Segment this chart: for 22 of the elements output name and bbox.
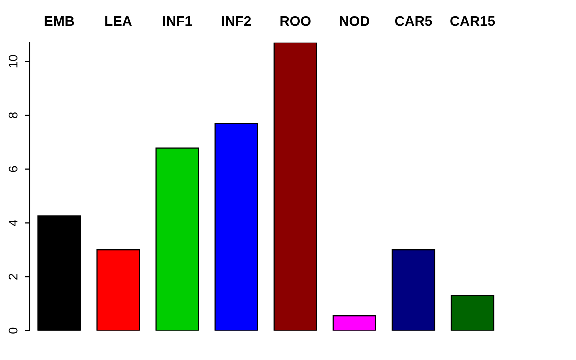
bar [38,216,82,331]
bar [392,250,436,331]
bar [274,42,318,331]
bar [156,148,200,331]
x-tick-label: ROO [280,16,311,26]
y-tick-label: 0 [8,328,18,334]
x-tick-label: CAR15 [450,16,496,26]
x-tick-label: EMB [44,16,74,26]
y-tick-label: 2 [8,274,18,280]
y-tick-label: 4 [9,220,18,226]
y-tick-label: 6 [8,166,18,172]
y-tick-label: 10 [8,55,18,68]
x-tick-label: CAR5 [395,16,432,26]
x-tick-label: LEA [106,16,132,26]
bar [332,315,376,331]
bar [214,123,258,331]
x-tick-label: INF2 [222,16,252,26]
y-tick-label: 8 [8,112,18,118]
x-tick-label: INF1 [163,16,192,26]
bar [96,250,140,331]
bar [450,295,495,331]
x-tick-label: NOD [340,16,370,26]
